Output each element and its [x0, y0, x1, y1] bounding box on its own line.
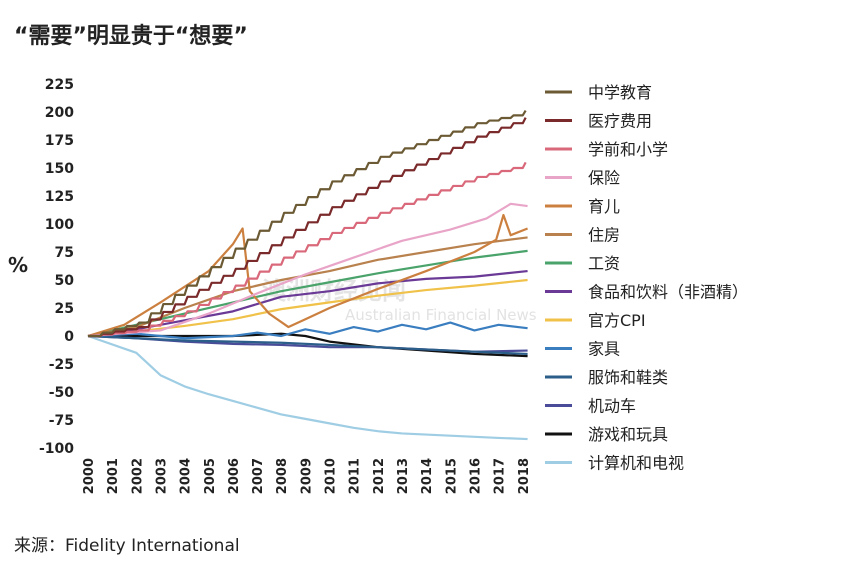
legend-label: 计算机和电视 [588, 454, 684, 473]
y-tick-label: 175 [45, 133, 74, 149]
x-tick-label: 2004 [179, 458, 194, 494]
x-tick-label: 2009 [299, 458, 314, 494]
legend-label: 保险 [588, 169, 620, 188]
legend-label: 游戏和玩具 [588, 425, 668, 444]
x-tick-label: 2008 [275, 458, 290, 494]
series-lines [87, 109, 528, 441]
y-tick-label: 200 [45, 105, 74, 121]
legend-label: 机动车 [588, 397, 636, 416]
x-tick-label: 2001 [106, 458, 121, 494]
series-line [87, 278, 528, 338]
series-line [87, 334, 528, 356]
y-axis: 225 200 175 150 125 100 75 50 25 0 -25 -50 -75 -100 [39, 77, 74, 457]
x-tick-label: 2012 [372, 458, 387, 494]
y-tick-label: -75 [49, 413, 74, 429]
y-tick-label: 0 [64, 329, 74, 345]
y-tick-label: 75 [55, 245, 74, 261]
x-tick-label: 2016 [468, 458, 483, 494]
series-line [88, 109, 527, 338]
y-tick-label: -25 [49, 357, 74, 373]
y-tick-label: 225 [45, 77, 74, 93]
y-axis-label: % [8, 253, 28, 277]
x-tick-label: 2014 [420, 458, 435, 494]
y-tick-label: 125 [45, 189, 74, 205]
series-line [88, 161, 527, 338]
x-tick-label: 2007 [251, 458, 266, 494]
series-line [87, 321, 528, 340]
y-tick-label: -100 [39, 441, 74, 457]
x-tick-label: 2003 [154, 458, 169, 494]
x-tick-label: 2011 [348, 458, 363, 494]
legend-label: 育儿 [588, 197, 620, 216]
legend-label: 中学教育 [588, 83, 652, 102]
legend-label: 官方CPI [588, 311, 646, 330]
watermark-en: Australian Financial News [345, 306, 537, 324]
x-tick-label: 2006 [227, 458, 242, 494]
legend-label: 医疗费用 [588, 112, 652, 131]
x-tick-label: 2013 [396, 458, 411, 494]
series-line [88, 117, 527, 338]
x-tick-label: 2015 [444, 458, 459, 494]
legend-label: 工资 [588, 254, 620, 273]
x-axis: 2000 2001 2002 2003 2004 2005 2006 2007 2008 2009… [82, 458, 532, 494]
x-tick-label: 2010 [324, 458, 339, 494]
series-line [87, 202, 528, 338]
y-tick-label: 100 [45, 217, 74, 233]
legend-label: 住房 [588, 226, 620, 245]
legend-label: 家具 [588, 340, 620, 359]
x-tick-label: 2000 [82, 458, 97, 494]
y-tick-label: -50 [49, 385, 75, 401]
y-tick-label: 25 [55, 301, 74, 317]
source-note: 来源：Fidelity International [14, 536, 240, 556]
legend-label: 食品和饮料（非酒精） [588, 283, 748, 302]
series-line [87, 334, 528, 441]
y-tick-label: 50 [55, 273, 75, 289]
legend-label: 服饰和鞋类 [588, 368, 668, 387]
x-tick-label: 2005 [203, 458, 218, 494]
legend-label: 学前和小学 [588, 140, 668, 159]
chart-title: “需要”明显贵于“想要” [14, 24, 248, 49]
x-tick-label: 2002 [130, 458, 145, 494]
x-tick-label: 2018 [517, 458, 532, 494]
x-tick-label: 2017 [493, 458, 508, 494]
y-tick-label: 150 [45, 161, 74, 177]
